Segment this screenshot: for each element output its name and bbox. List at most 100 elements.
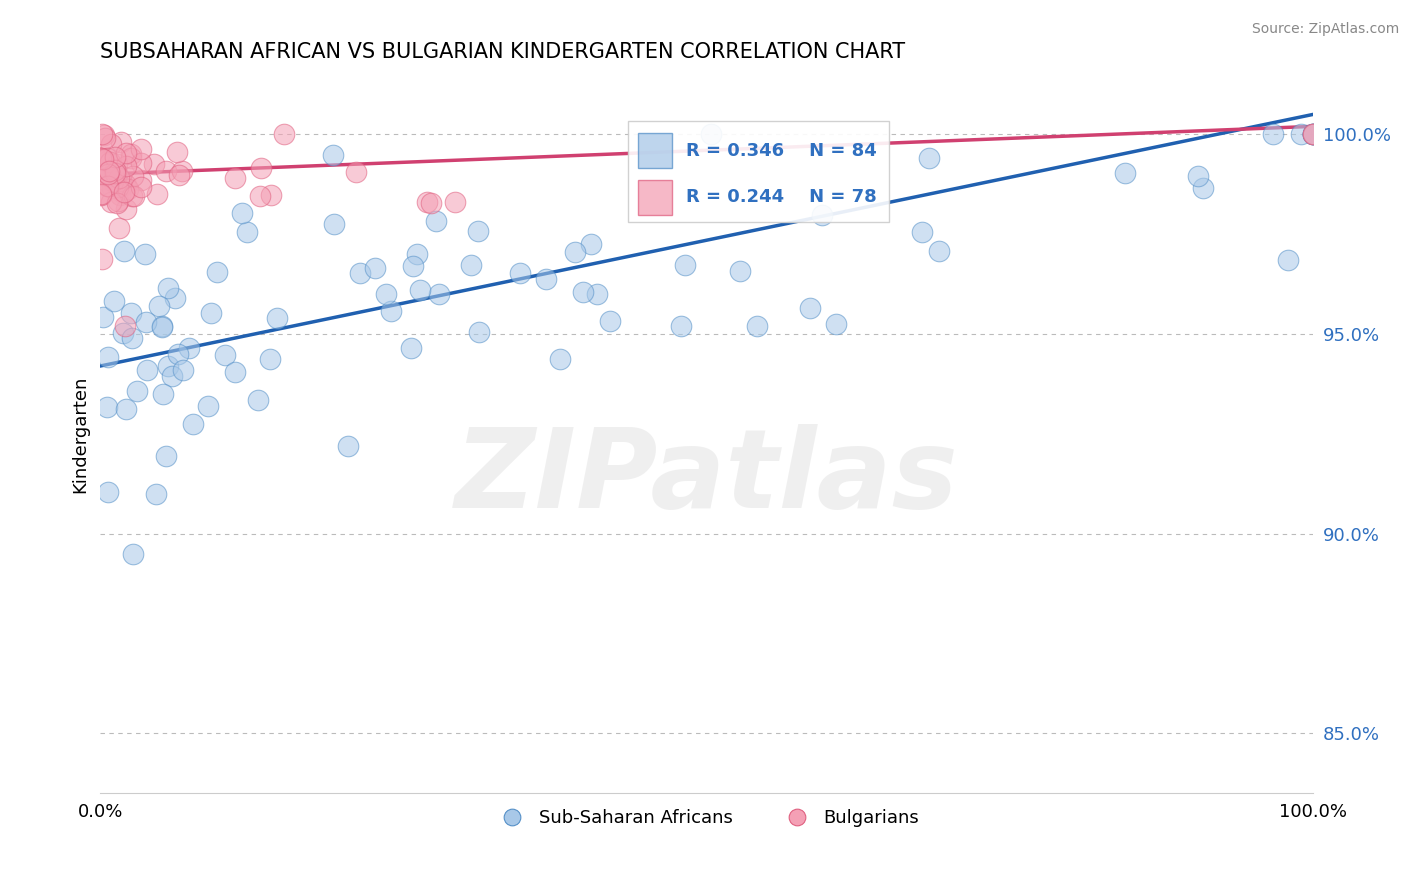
Point: [181, 417, 204, 432]
Point: [534, 272, 557, 286]
Point: [408, 284, 430, 298]
Point: [179, 342, 201, 356]
Point: [197, 399, 219, 413]
Text: ZIPatlas: ZIPatlas: [456, 424, 959, 531]
Point: [97, 178, 120, 193]
Point: [247, 392, 270, 407]
Point: [103, 293, 125, 308]
Point: [249, 161, 271, 176]
Point: [97, 350, 120, 364]
Point: [1302, 128, 1324, 142]
Point: [97, 167, 120, 181]
Point: [162, 368, 184, 383]
Point: [100, 173, 122, 187]
Point: [460, 258, 482, 272]
Point: [120, 151, 142, 165]
Point: [114, 402, 136, 417]
Point: [114, 178, 136, 193]
Point: [1302, 128, 1324, 142]
Point: [443, 194, 465, 209]
Point: [273, 128, 295, 142]
Point: [236, 225, 259, 239]
Point: [111, 186, 134, 200]
Point: [112, 185, 135, 199]
Point: [374, 286, 396, 301]
Point: [1302, 128, 1324, 142]
Point: [564, 245, 586, 260]
Point: [90, 172, 112, 186]
Point: [810, 208, 832, 222]
Point: [129, 156, 152, 170]
Point: [337, 439, 360, 453]
Point: [105, 168, 128, 182]
Point: [259, 188, 281, 202]
Point: [142, 156, 165, 170]
Point: [107, 180, 129, 194]
Point: [122, 169, 145, 184]
Point: [322, 148, 344, 162]
Point: [107, 221, 129, 235]
Point: [468, 325, 491, 339]
Point: [90, 187, 112, 202]
Point: [93, 128, 115, 143]
Point: [401, 341, 423, 355]
Point: [112, 244, 135, 259]
Point: [380, 304, 402, 318]
Point: [579, 236, 602, 251]
Point: [1114, 166, 1136, 180]
Point: [167, 168, 190, 182]
Point: [114, 319, 136, 334]
Point: [166, 347, 188, 361]
Point: [1277, 252, 1299, 267]
Point: [401, 259, 423, 273]
Point: [110, 178, 132, 193]
Point: [824, 317, 846, 331]
Point: [103, 174, 125, 188]
Point: [266, 311, 288, 326]
Point: [94, 165, 117, 179]
Point: [124, 188, 146, 202]
Bar: [638, 180, 672, 215]
Point: [467, 224, 489, 238]
Point: [322, 218, 344, 232]
Point: [1263, 128, 1285, 142]
Point: [146, 186, 169, 201]
Point: [170, 164, 193, 178]
Point: [91, 310, 114, 324]
Point: [224, 171, 246, 186]
Point: [96, 151, 118, 165]
Point: [131, 142, 153, 156]
Point: [105, 175, 128, 189]
Point: [364, 261, 387, 276]
Point: [115, 202, 138, 216]
Point: [150, 320, 173, 334]
Point: [100, 136, 122, 151]
Point: [165, 291, 187, 305]
Point: [1302, 128, 1324, 142]
Point: [406, 247, 429, 261]
Point: [730, 263, 752, 277]
Point: [156, 359, 179, 373]
Text: R = 0.346    N = 84: R = 0.346 N = 84: [686, 142, 877, 160]
Point: [425, 213, 447, 227]
Point: [90, 187, 112, 202]
Point: [145, 487, 167, 501]
FancyBboxPatch shape: [628, 121, 889, 222]
Point: [104, 150, 127, 164]
Point: [1289, 128, 1312, 142]
Point: [90, 188, 112, 202]
Point: [98, 155, 121, 169]
Point: [96, 179, 118, 194]
Point: [131, 172, 153, 186]
Point: [108, 171, 131, 186]
Point: [156, 281, 179, 295]
Point: [205, 265, 228, 279]
Point: [572, 285, 595, 299]
Legend: Sub-Saharan Africans, Bulgarians: Sub-Saharan Africans, Bulgarians: [486, 802, 927, 835]
Point: [548, 352, 571, 367]
Point: [100, 195, 122, 210]
Point: [150, 319, 173, 334]
Point: [129, 180, 152, 194]
Point: [134, 247, 156, 261]
Point: [105, 157, 128, 171]
